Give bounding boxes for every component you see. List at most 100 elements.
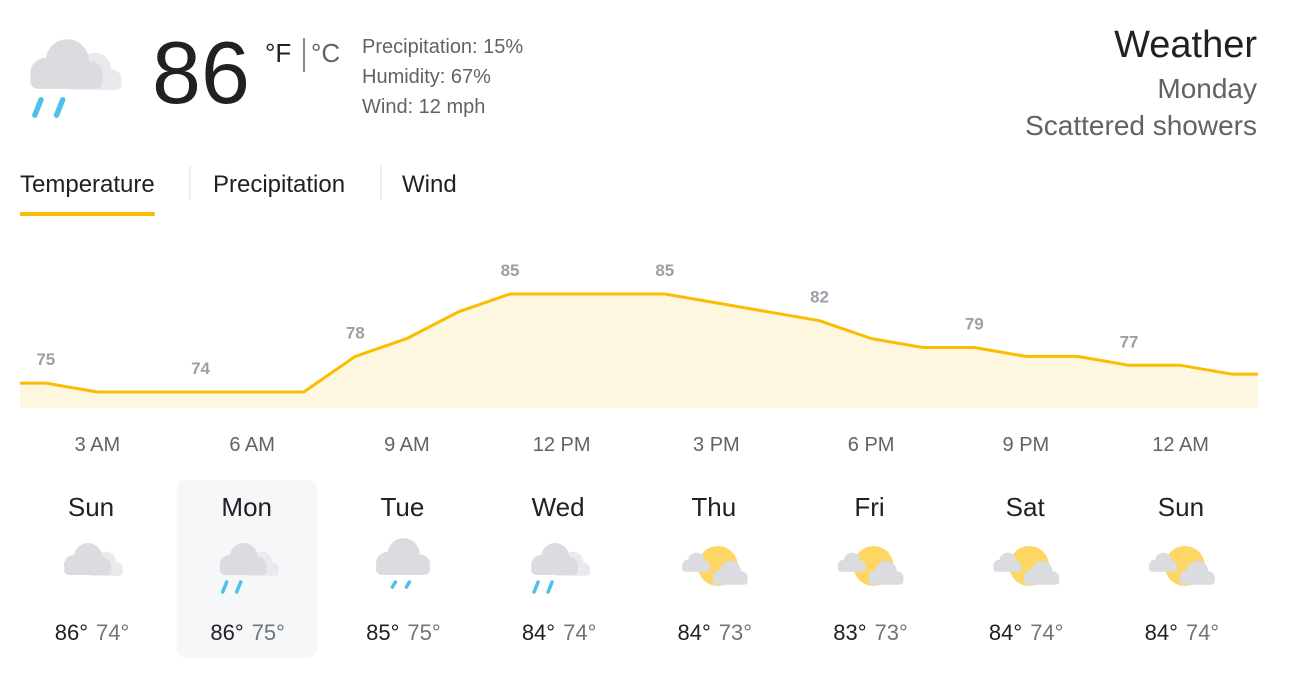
tab[interactable]: Precipitation xyxy=(213,171,345,198)
day-name[interactable]: Tue xyxy=(380,492,424,522)
day-high: 84° xyxy=(522,620,555,645)
day-low: 74° xyxy=(96,620,129,645)
day-high: 83° xyxy=(833,620,866,645)
cloud-part xyxy=(1149,565,1178,572)
cloud-part xyxy=(993,565,1022,572)
cloud-part xyxy=(868,577,904,585)
time-label: 3 PM xyxy=(693,434,740,456)
unit-c[interactable]: °C xyxy=(311,38,340,68)
tab[interactable]: Temperature xyxy=(20,171,155,198)
weather-icon xyxy=(1149,546,1215,586)
day-name[interactable]: Sat xyxy=(1006,492,1046,522)
day-low: 75° xyxy=(407,620,440,645)
day-high: 84° xyxy=(989,620,1022,645)
day-high: 86° xyxy=(55,620,88,645)
day-name[interactable]: Wed xyxy=(532,492,585,522)
day-low: 74° xyxy=(1186,620,1219,645)
time-label: 3 AM xyxy=(75,434,121,456)
cloud xyxy=(531,543,579,575)
value-label: 74 xyxy=(191,359,210,378)
day-name[interactable]: Thu xyxy=(691,492,736,522)
detail: Precipitation: 15% xyxy=(362,36,523,58)
cloud-part xyxy=(64,565,111,575)
weather-icon xyxy=(682,546,748,586)
time-label: 12 AM xyxy=(1152,434,1209,456)
detail: Humidity: 67% xyxy=(362,66,491,88)
cloud-part xyxy=(375,563,430,575)
day-name[interactable]: Fri xyxy=(854,492,884,522)
cloud xyxy=(1023,560,1060,585)
value-label: 79 xyxy=(965,314,984,333)
unit-f[interactable]: °F xyxy=(265,38,291,68)
time-label: 9 PM xyxy=(1003,434,1050,456)
time-label: 9 AM xyxy=(384,434,430,456)
day-high: 84° xyxy=(1145,620,1178,645)
rain-drop xyxy=(220,580,229,594)
day-low: 75° xyxy=(252,620,285,645)
tab-underline xyxy=(20,212,155,216)
day-name[interactable]: Sun xyxy=(1158,492,1204,522)
day-high: 84° xyxy=(678,620,711,645)
value-label: 77 xyxy=(1120,332,1139,351)
day-low: 74° xyxy=(1030,620,1063,645)
cloud-part xyxy=(712,577,748,585)
rain-drop xyxy=(234,580,243,594)
value-label: 75 xyxy=(36,350,55,369)
weather-icon xyxy=(219,543,279,594)
day-name[interactable]: Mon xyxy=(221,492,272,522)
cloud xyxy=(30,39,104,89)
day-high: 85° xyxy=(366,620,399,645)
cloud-part xyxy=(1023,577,1060,585)
temperature-line xyxy=(45,292,1233,394)
weather-icon xyxy=(993,546,1060,586)
value-label: 82 xyxy=(810,288,829,307)
area-fill xyxy=(20,294,1258,408)
cloud-part xyxy=(1179,577,1215,585)
time-label: 6 PM xyxy=(848,434,895,456)
rain-drop xyxy=(32,96,44,118)
rain-drop xyxy=(53,96,66,118)
day-high: 86° xyxy=(210,620,243,645)
cloud xyxy=(682,552,711,572)
cloud-part xyxy=(682,565,711,572)
cloud-part xyxy=(30,73,103,89)
value-label: 78 xyxy=(346,323,365,342)
current-temperature: 86 xyxy=(152,23,250,122)
value-label: 85 xyxy=(655,261,674,280)
cloud xyxy=(375,538,430,575)
weather-icon xyxy=(30,39,122,118)
day-low: 74° xyxy=(563,620,596,645)
weather-icon xyxy=(375,538,430,589)
cloud xyxy=(1179,560,1215,585)
day-low: 73° xyxy=(719,620,752,645)
cloud-part xyxy=(531,565,579,575)
weather-icon xyxy=(531,543,591,594)
value-label: 85 xyxy=(501,261,520,280)
cloud-part xyxy=(219,565,267,575)
cloud xyxy=(993,552,1022,572)
cloud xyxy=(712,560,748,585)
tab[interactable]: Wind xyxy=(402,171,457,198)
weather-icon xyxy=(837,546,904,586)
cloud xyxy=(64,543,111,575)
title: Weather xyxy=(1114,24,1257,66)
rain-drop xyxy=(404,580,412,589)
rain-drop xyxy=(390,580,398,589)
time-label: 6 AM xyxy=(229,434,275,456)
day: Monday xyxy=(1157,73,1257,104)
condition: Scattered showers xyxy=(1025,110,1257,141)
time-label: 12 PM xyxy=(533,434,591,456)
cloud xyxy=(837,552,866,572)
weather-icon xyxy=(64,543,123,576)
cloud xyxy=(1149,552,1178,572)
detail: Wind: 12 mph xyxy=(362,96,485,118)
cloud xyxy=(219,543,267,575)
rain-drop xyxy=(532,580,540,594)
day-name[interactable]: Sun xyxy=(68,492,114,522)
cloud-part xyxy=(837,565,866,572)
day-low: 73° xyxy=(875,620,908,645)
cloud xyxy=(868,560,904,585)
rain-drop xyxy=(546,580,554,594)
